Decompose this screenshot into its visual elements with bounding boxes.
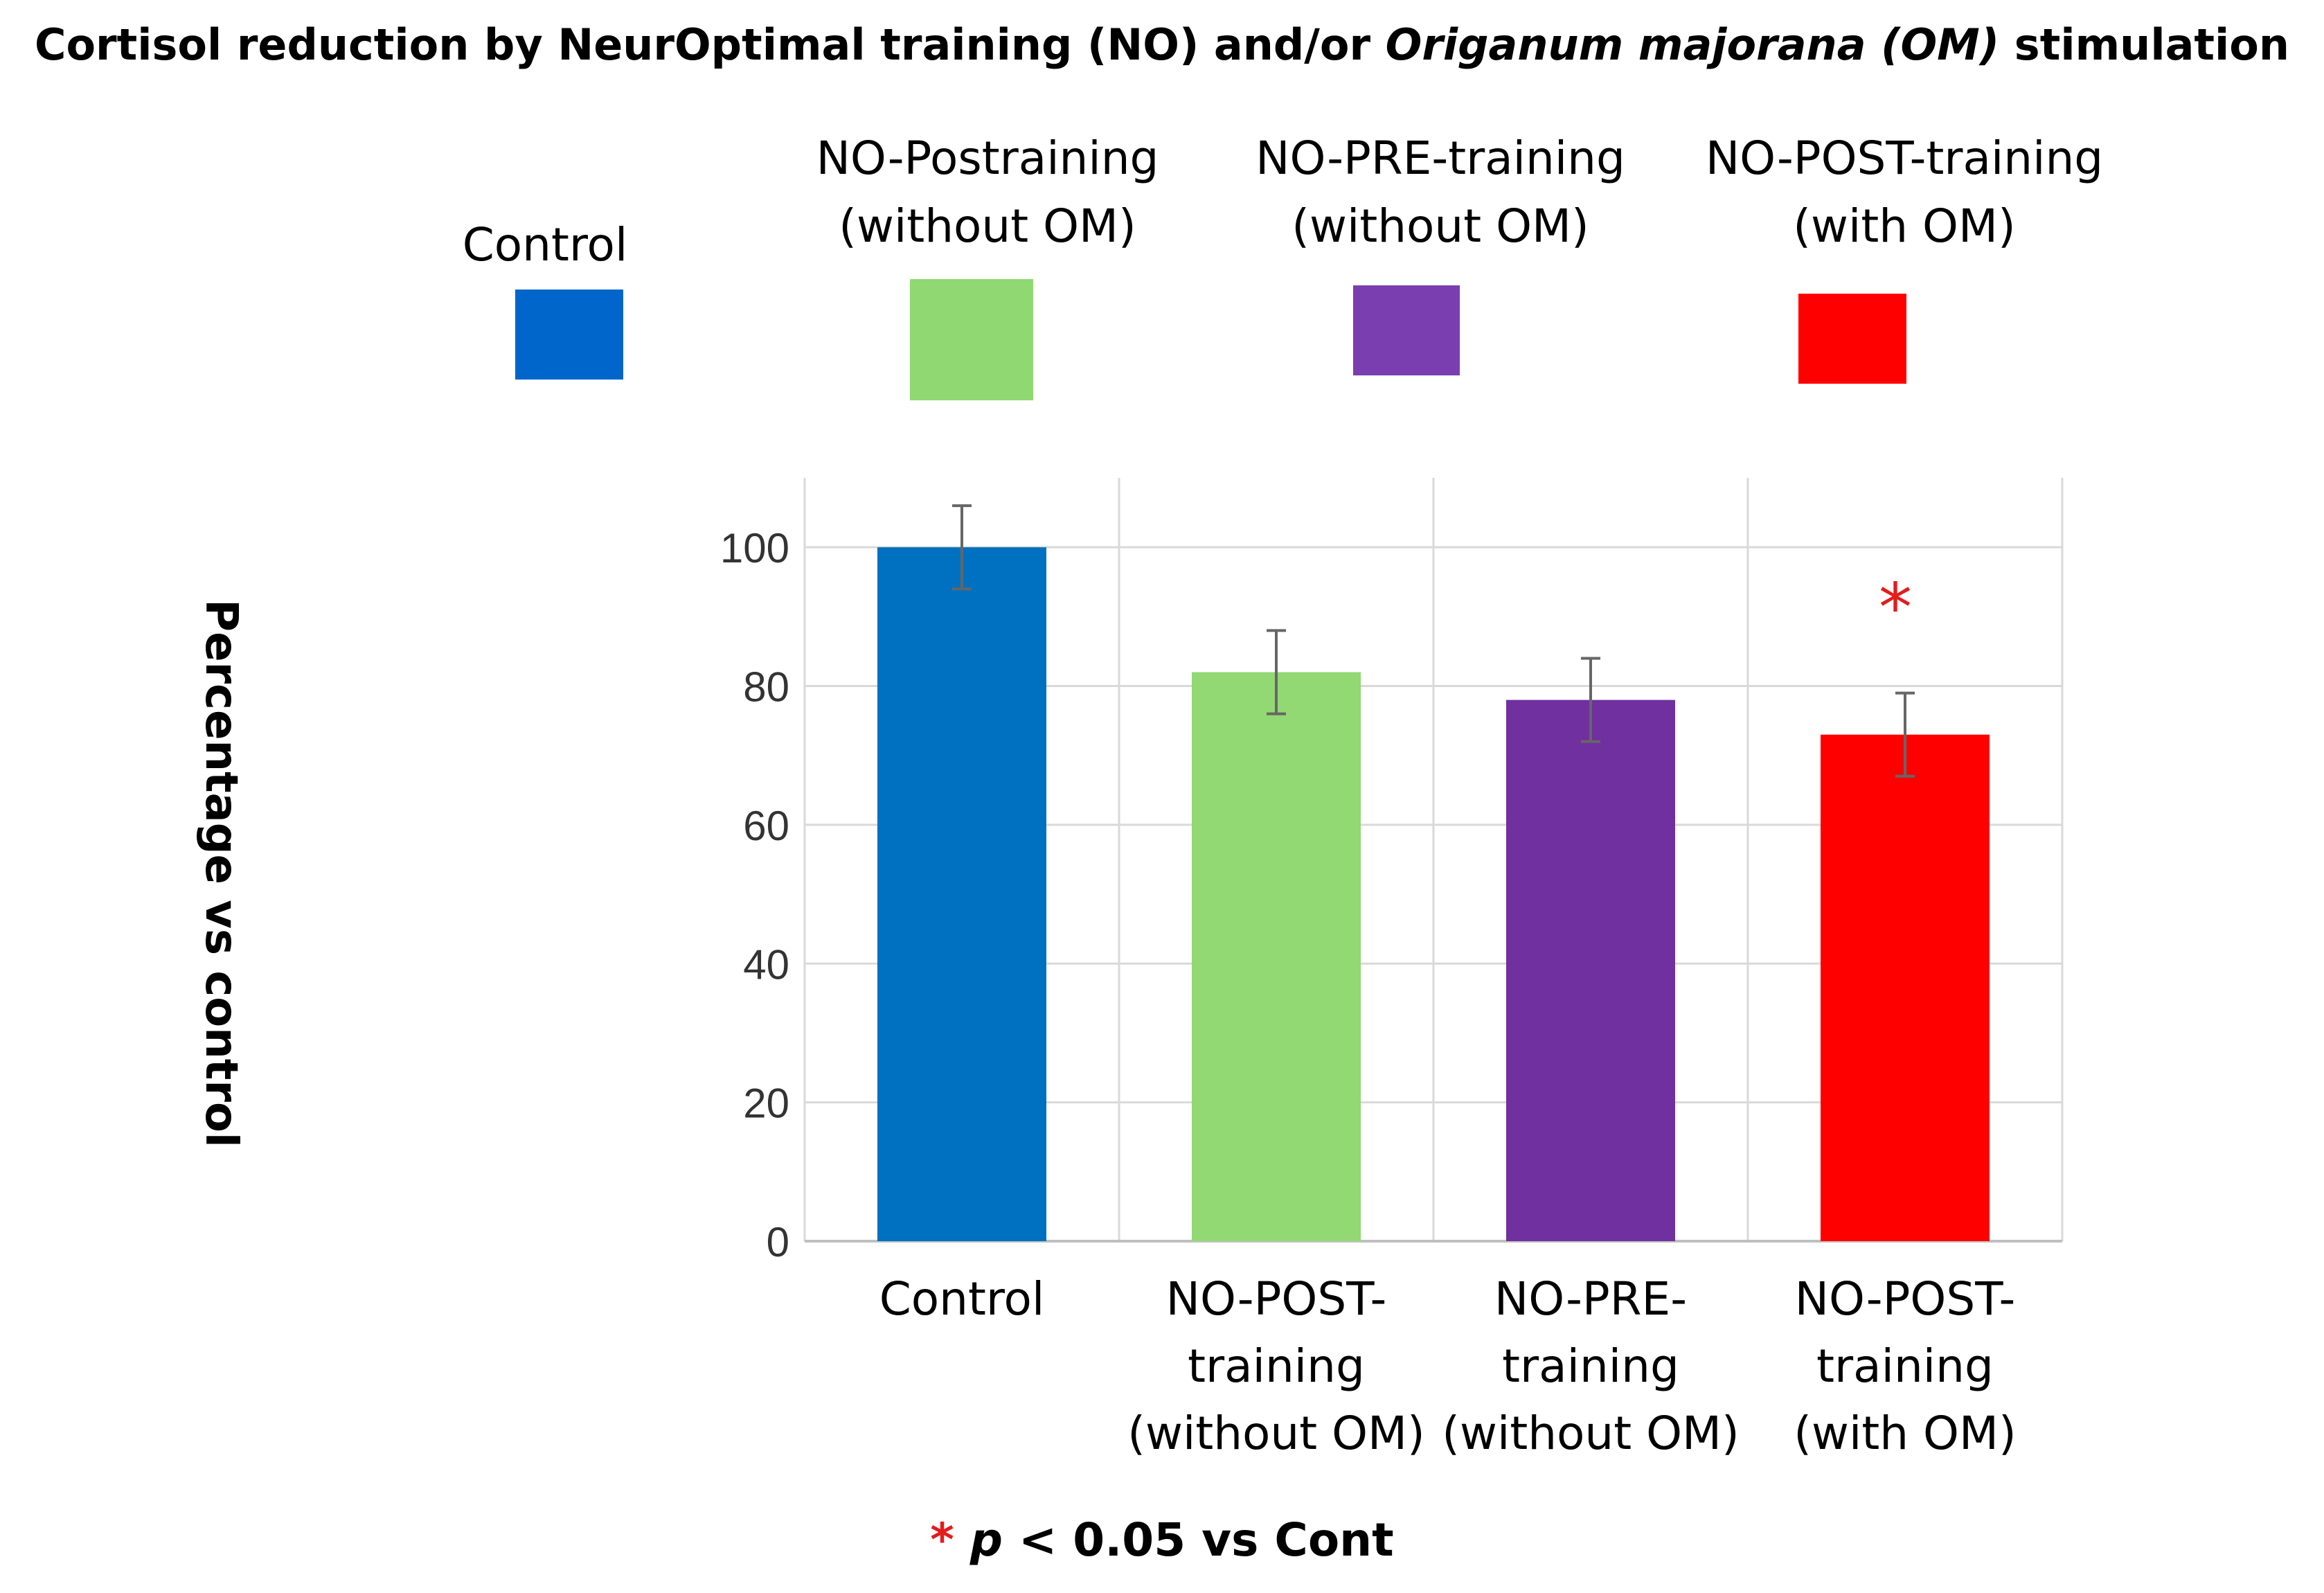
- legend-label: NO-Postraining (without OM): [816, 132, 1159, 253]
- bar: [1192, 672, 1361, 1241]
- legend-swatch: [1798, 294, 1906, 384]
- significance-marker: *: [1879, 569, 1912, 647]
- x-tick-label: NO-POST-training (without OM): [1127, 1272, 1424, 1460]
- y-tick-label: 20: [743, 1080, 789, 1127]
- chart-title-italic: Origanum majorana (OM): [1385, 19, 2000, 70]
- significance-footnote: * p < 0.05 vs Cont: [0, 1513, 2324, 1567]
- x-tick-label-line: training: [1816, 1340, 1994, 1393]
- x-tick-label-line: NO-POST-: [1166, 1272, 1387, 1326]
- chart-title: Cortisol reduction by NeurOptimal traini…: [0, 19, 2324, 70]
- legend-label: NO-PRE-training (without OM): [1255, 132, 1625, 253]
- x-tick-label-line: Control: [879, 1272, 1045, 1326]
- legend-swatch: [515, 290, 623, 380]
- footnote-text: < 0.05 vs Cont: [1003, 1513, 1394, 1567]
- bar: [1506, 700, 1675, 1241]
- x-tick-label-line: NO-PRE-: [1494, 1272, 1687, 1326]
- legend-swatch: [910, 279, 1033, 400]
- footnote-star: *: [930, 1513, 954, 1567]
- x-tick-label: Control: [879, 1272, 1045, 1326]
- chart-title-text: Cortisol reduction by NeurOptimal traini…: [34, 19, 1386, 70]
- y-tick-label: 100: [720, 525, 789, 571]
- y-axis-label: Percentage vs control: [195, 599, 247, 1148]
- x-tick-label-line: NO-POST-: [1795, 1272, 2016, 1326]
- bar: [877, 547, 1046, 1241]
- legend-label: NO-POST-training (with OM): [1705, 132, 2104, 253]
- x-tick-label-line: (without OM): [1442, 1407, 1739, 1460]
- x-tick-label-line: (with OM): [1794, 1407, 2016, 1460]
- x-tick-label: NO-PRE-training (without OM): [1442, 1272, 1739, 1460]
- x-tick-label: NO-POST-training (with OM): [1794, 1272, 2016, 1460]
- x-tick-label-line: training: [1188, 1340, 1365, 1393]
- y-tick-label: 80: [743, 664, 789, 711]
- chart-title-end: stimulation: [1999, 19, 2290, 70]
- x-tick-label-line: training: [1502, 1340, 1679, 1393]
- bar: [1821, 734, 1990, 1241]
- y-tick-label: 0: [767, 1219, 789, 1265]
- y-tick-label: 40: [743, 941, 789, 988]
- legend-label: Control: [462, 218, 628, 272]
- footnote-p: p: [969, 1513, 1003, 1567]
- x-tick-label-line: (without OM): [1127, 1407, 1424, 1460]
- y-tick-label: 60: [743, 803, 789, 849]
- legend-swatch: [1353, 285, 1460, 375]
